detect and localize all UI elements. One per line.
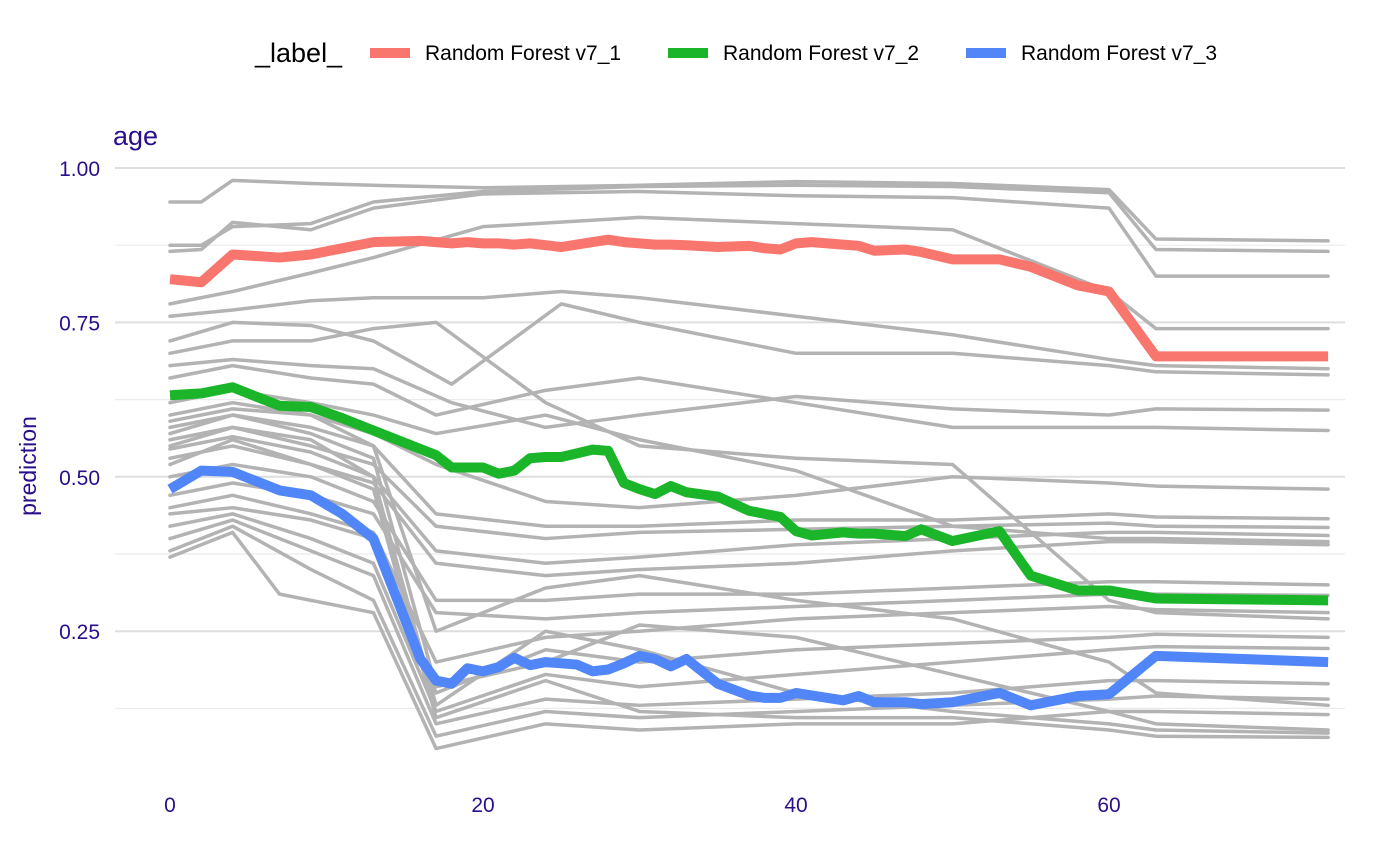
background-profiles	[168, 178, 1330, 751]
legend: _label_ Random Forest v7_1 Random Forest …	[254, 38, 1217, 68]
chart-title: age	[113, 121, 158, 151]
legend-label: Random Forest v7_2	[723, 42, 919, 65]
background-profile-line	[168, 425, 1330, 541]
x-tick-label: 0	[164, 794, 176, 817]
background-profile-line	[168, 524, 1330, 738]
x-axis-ticks: 0 20 40 60	[164, 794, 1121, 817]
y-tick-label: 1.00	[59, 158, 100, 181]
background-profile-line	[168, 505, 1330, 695]
background-profile-line	[168, 493, 1330, 664]
series-line	[169, 382, 1329, 606]
x-tick-label: 20	[471, 794, 494, 817]
background-profile-line	[168, 530, 1330, 751]
legend-item: Random Forest v7_3	[966, 42, 1217, 65]
background-profile-line	[168, 407, 1330, 708]
background-profile-line	[168, 413, 1330, 732]
background-profile-line	[168, 215, 1330, 331]
background-profile-line	[168, 425, 1330, 735]
x-tick-label: 40	[784, 794, 807, 817]
y-axis-ticks: 0.25 0.50 0.75 1.00	[59, 158, 100, 644]
background-profile-line	[168, 363, 1330, 433]
series-line	[167, 465, 1329, 711]
x-tick-label: 60	[1097, 794, 1120, 817]
grid	[115, 167, 1345, 710]
y-tick-label: 0.25	[59, 621, 100, 644]
background-profile-line	[168, 434, 1330, 566]
legend-item: Random Forest v7_2	[668, 42, 919, 65]
background-profile-line	[168, 437, 1330, 740]
legend-title: _label_	[254, 38, 343, 68]
background-profile-line	[168, 462, 1330, 603]
y-tick-label: 0.50	[59, 467, 100, 490]
background-profile-line	[168, 518, 1330, 726]
legend-label: Random Forest v7_1	[425, 42, 621, 65]
y-tick-label: 0.75	[59, 312, 100, 335]
background-profile-line	[168, 289, 1330, 371]
background-profile-line	[168, 320, 1330, 621]
legend-label: Random Forest v7_3	[1021, 42, 1217, 65]
background-profile-line	[168, 183, 1330, 254]
background-profile-line	[168, 413, 1330, 528]
background-profile-line	[168, 357, 1330, 430]
series-line	[169, 234, 1329, 362]
background-profile-line	[168, 302, 1330, 386]
background-profile-line	[168, 178, 1330, 243]
series-lines	[167, 234, 1329, 711]
legend-item: Random Forest v7_1	[370, 42, 621, 65]
y-axis-title: prediction	[15, 416, 41, 516]
background-profile-line	[168, 512, 1330, 714]
background-profile-line	[168, 189, 1330, 278]
background-profile-line	[168, 388, 1330, 544]
